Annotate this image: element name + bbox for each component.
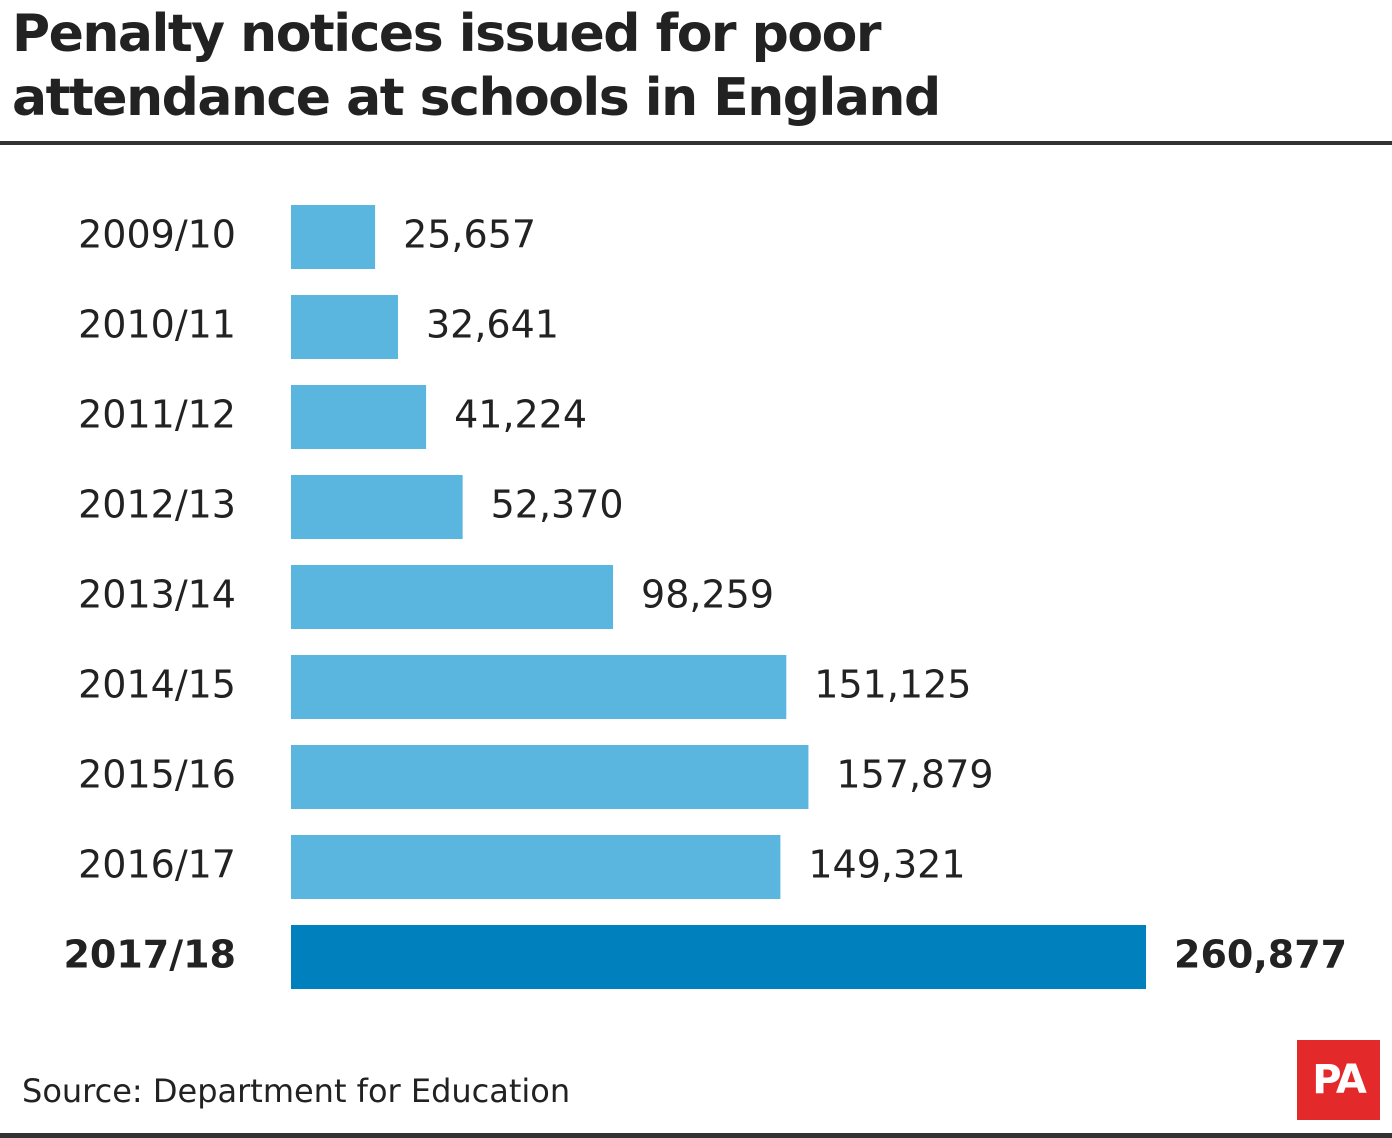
category-label: 2012/13 bbox=[78, 483, 236, 527]
bar bbox=[291, 655, 787, 719]
bar bbox=[291, 295, 398, 359]
category-label: 2013/14 bbox=[78, 573, 236, 617]
category-label: 2014/15 bbox=[78, 663, 236, 707]
logo: PA bbox=[1297, 1040, 1380, 1120]
category-label: 2015/16 bbox=[78, 753, 236, 797]
bar bbox=[291, 475, 463, 539]
value-label: 260,877 bbox=[1174, 933, 1347, 977]
bar bbox=[291, 205, 376, 269]
value-label: 41,224 bbox=[454, 393, 587, 437]
value-label: 32,641 bbox=[426, 303, 559, 347]
bar bbox=[291, 925, 1146, 989]
bar bbox=[291, 835, 781, 899]
value-label: 98,259 bbox=[641, 573, 774, 617]
bar bbox=[291, 385, 427, 449]
category-label: 2010/11 bbox=[78, 303, 236, 347]
category-label: 2011/12 bbox=[78, 393, 236, 437]
value-label: 149,321 bbox=[808, 843, 965, 887]
category-label: 2016/17 bbox=[78, 843, 236, 887]
title-rule bbox=[0, 141, 1392, 145]
value-label: 157,879 bbox=[836, 753, 993, 797]
value-label: 151,125 bbox=[814, 663, 971, 707]
value-label: 52,370 bbox=[491, 483, 624, 527]
chart-title: Penalty notices issued for poor attendan… bbox=[12, 4, 941, 128]
value-label: 25,657 bbox=[403, 213, 536, 257]
category-label: 2017/18 bbox=[63, 933, 236, 977]
bottom-rule bbox=[0, 1133, 1392, 1138]
bar bbox=[291, 565, 614, 629]
bar bbox=[291, 745, 809, 809]
source: Source: Department for Education bbox=[22, 1072, 571, 1110]
category-label: 2009/10 bbox=[78, 213, 236, 257]
